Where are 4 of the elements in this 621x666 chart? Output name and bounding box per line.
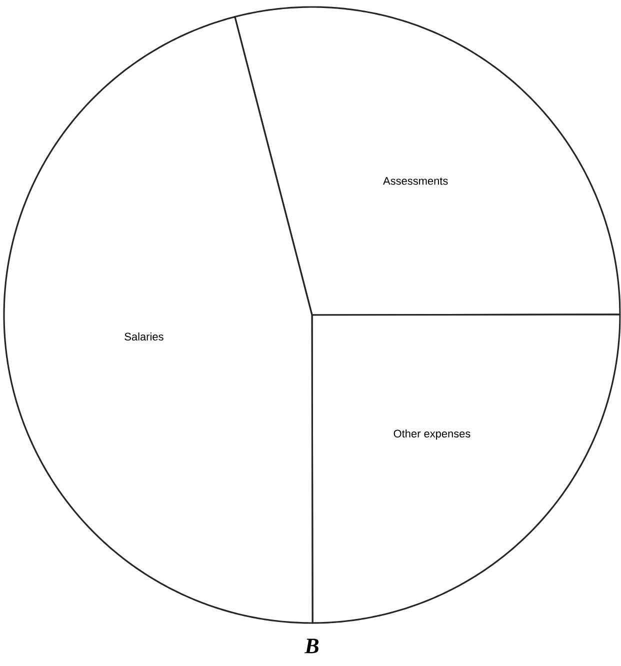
slice-label: Other expenses bbox=[394, 429, 470, 440]
slice-label: Salaries bbox=[124, 332, 164, 341]
slice-label: Assessments bbox=[383, 177, 448, 185]
text: B bbox=[304, 638, 319, 654]
